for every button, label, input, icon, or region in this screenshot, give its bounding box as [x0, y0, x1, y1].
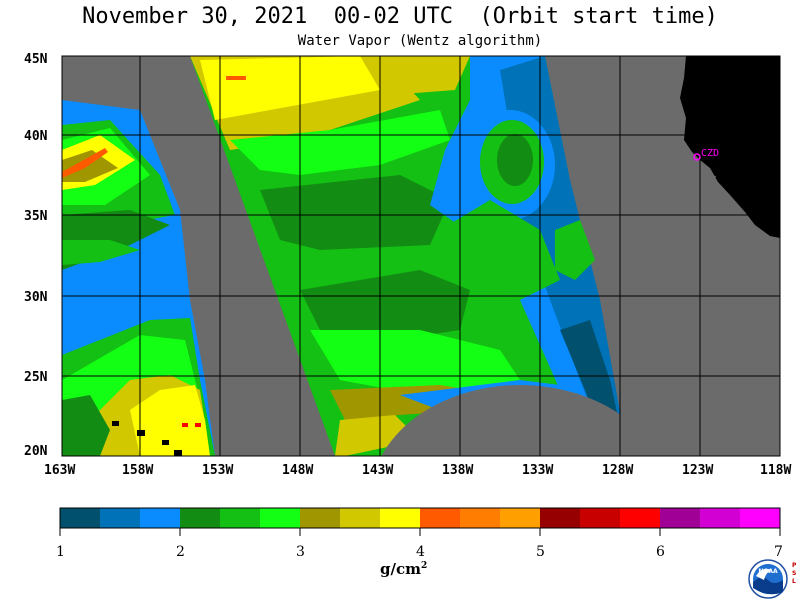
- colorbar-labels: 1 2 3 4 5 6 7: [56, 544, 783, 560]
- lat-label: 25N: [24, 370, 48, 385]
- land-coast: [680, 56, 780, 238]
- colorbar-tick-label: 2: [176, 544, 185, 560]
- swath-west: [62, 100, 215, 456]
- colorbar-units: g/cm2: [380, 560, 427, 578]
- colorbar: [60, 508, 781, 528]
- noaa-logo: NOAA: [748, 559, 788, 599]
- colorbar-swatch: [340, 508, 381, 528]
- lat-label: 30N: [24, 290, 48, 305]
- colorbar-swatch: [500, 508, 541, 528]
- lat-lon-grid: [62, 56, 780, 456]
- map-title: November 30, 2021 00-02 UTC (Orbit start…: [82, 4, 718, 29]
- colorbar-swatch: [220, 508, 261, 528]
- lat-label: 35N: [24, 209, 48, 224]
- units-text: g/cm: [380, 560, 421, 578]
- lat-label: 20N: [24, 444, 48, 459]
- no-data-gap: [381, 385, 659, 456]
- colorbar-swatch: [180, 508, 221, 528]
- noaa-logo-text: NOAA: [758, 568, 778, 575]
- colorbar-swatch: [260, 508, 301, 528]
- colorbar-swatch: [380, 508, 421, 528]
- colorbar-tick-label: 7: [774, 544, 783, 560]
- station-marker-icon: [693, 153, 701, 161]
- colorbar-swatch: [140, 508, 181, 528]
- station-label: CZD: [701, 148, 719, 159]
- lat-label: 40N: [24, 129, 48, 144]
- lat-axis: 45N 40N 35N 30N 25N 20N: [24, 52, 48, 459]
- lon-label: 158W: [122, 463, 153, 478]
- lon-label: 148W: [282, 463, 313, 478]
- colorbar-swatch: [420, 508, 461, 528]
- lon-label: 118W: [760, 463, 791, 478]
- map-plot-area: CZD: [62, 56, 780, 456]
- colorbar-ticks: [59, 528, 781, 536]
- lon-label: 163W: [44, 463, 75, 478]
- lon-label: 123W: [682, 463, 713, 478]
- lon-label: 143W: [362, 463, 393, 478]
- map-frame: [61, 55, 781, 457]
- map-subtitle: Water Vapor (Wentz algorithm): [297, 33, 543, 49]
- colorbar-tick-label: 5: [536, 544, 545, 560]
- lon-label: 138W: [442, 463, 473, 478]
- colorbar-swatch: [100, 508, 141, 528]
- colorbar-tick-label: 6: [656, 544, 665, 560]
- colorbar-swatch: [700, 508, 741, 528]
- units-exponent: 2: [420, 561, 428, 571]
- colorbar-tick-label: 3: [296, 544, 305, 560]
- colorbar-tick-label: 1: [56, 544, 65, 560]
- lon-label: 133W: [522, 463, 553, 478]
- colorbar-swatch: [740, 508, 781, 528]
- lon-axis: 163W 158W 153W 148W 143W 138W 133W 128W …: [44, 463, 791, 478]
- colorbar-swatch: [620, 508, 661, 528]
- colorbar-swatch: [580, 508, 621, 528]
- colorbar-tick-label: 4: [416, 544, 425, 560]
- colorbar-swatch: [540, 508, 581, 528]
- colorbar-swatch: [660, 508, 701, 528]
- colorbar-swatch: [460, 508, 501, 528]
- psl-logo-text: PSL: [792, 562, 797, 585]
- lat-label: 45N: [24, 52, 48, 67]
- colorbar-swatch: [60, 508, 101, 528]
- lon-label: 153W: [202, 463, 233, 478]
- colorbar-swatch: [300, 508, 341, 528]
- lon-label: 128W: [602, 463, 633, 478]
